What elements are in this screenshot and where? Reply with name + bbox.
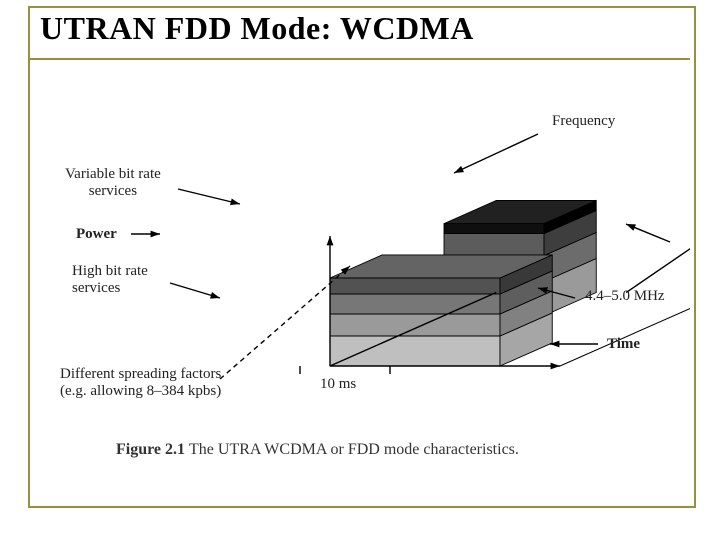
diagram-container: Frequency Variable bit rate services Pow… bbox=[30, 66, 690, 486]
label-spreading-l1: Different spreading factors bbox=[60, 366, 221, 382]
label-frame-duration: 10 ms bbox=[320, 376, 356, 393]
label-high-rate-l2: services bbox=[72, 280, 120, 296]
page-title: UTRAN FDD Mode: WCDMA bbox=[40, 10, 474, 47]
title-divider bbox=[30, 58, 690, 60]
label-variable-rate: Variable bit rate services bbox=[65, 166, 161, 201]
label-variable-rate-l2: services bbox=[89, 183, 137, 199]
label-spreading-l2: (e.g. allowing 8–384 kpbs) bbox=[60, 383, 221, 399]
label-frequency: Frequency bbox=[552, 113, 615, 130]
figure-caption-text: The UTRA WCDMA or FDD mode characteristi… bbox=[189, 441, 519, 458]
figure-caption-prefix: Figure 2.1 bbox=[116, 441, 189, 458]
label-high-rate-l1: High bit rate bbox=[72, 263, 148, 279]
label-bandwidth: 4.4–5.0 MHz bbox=[585, 288, 665, 305]
label-spreading: Different spreading factors (e.g. allowi… bbox=[60, 366, 221, 401]
figure-caption: Figure 2.1 The UTRA WCDMA or FDD mode ch… bbox=[116, 441, 519, 459]
label-time: Time bbox=[607, 336, 640, 353]
label-variable-rate-l1: Variable bit rate bbox=[65, 166, 161, 182]
label-power: Power bbox=[76, 226, 117, 243]
label-high-rate: High bit rate services bbox=[72, 263, 148, 298]
